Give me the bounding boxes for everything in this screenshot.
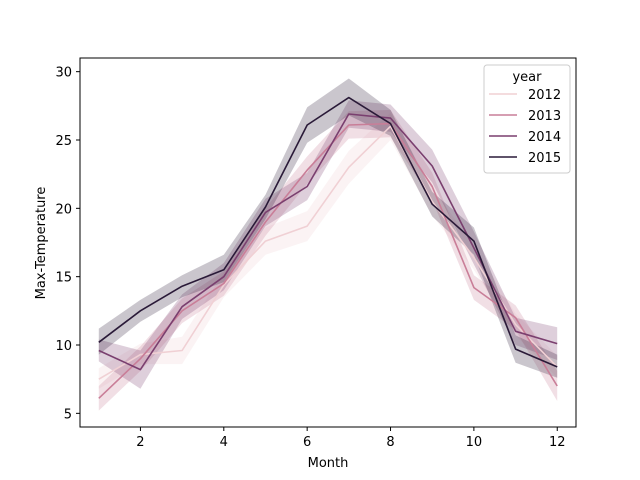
y-axis-ticks: 5 10 15 20 25 30 <box>55 66 80 422</box>
series-line-2014 <box>98 113 558 371</box>
legend-label-2015: 2015 <box>528 151 561 166</box>
confidence-band-2015 <box>98 78 558 378</box>
legend-label-2014: 2014 <box>528 130 561 145</box>
legend-label-2012: 2012 <box>528 88 561 103</box>
x-tick-label: 10 <box>466 435 483 450</box>
plot-area-frame <box>79 57 577 428</box>
series-lines <box>98 96 558 399</box>
legend: year 2012 2013 2014 2015 <box>483 64 571 174</box>
x-tick-label: 2 <box>136 435 144 450</box>
legend-items: 2012 2013 2014 2015 <box>489 88 561 166</box>
x-axis-label: Month <box>308 456 349 471</box>
x-tick-label: 4 <box>220 435 228 450</box>
y-tick-label: 10 <box>55 339 72 354</box>
y-tick-label: 30 <box>55 66 72 81</box>
x-tick-label: 12 <box>549 435 566 450</box>
confidence-band-2012 <box>98 112 558 389</box>
y-tick-label: 5 <box>64 407 72 422</box>
legend-title: year <box>512 70 542 85</box>
x-axis-ticks: 2 4 6 8 10 12 <box>136 427 566 450</box>
legend-frame <box>483 64 571 174</box>
x-tick-label: 6 <box>303 435 311 450</box>
confidence-band-2013 <box>98 109 558 411</box>
x-tick-label: 8 <box>386 435 394 450</box>
series-line-2012 <box>98 125 558 380</box>
y-tick-label: 15 <box>55 271 72 286</box>
y-axis-label: Max-Temperature <box>34 187 49 300</box>
y-tick-label: 20 <box>55 202 72 217</box>
y-tick-label: 25 <box>55 134 72 149</box>
series-line-2015 <box>98 96 558 368</box>
series-line-2013 <box>98 122 558 399</box>
confidence-bands <box>98 78 558 411</box>
legend-label-2013: 2013 <box>528 109 561 124</box>
confidence-band-2014 <box>98 100 558 389</box>
